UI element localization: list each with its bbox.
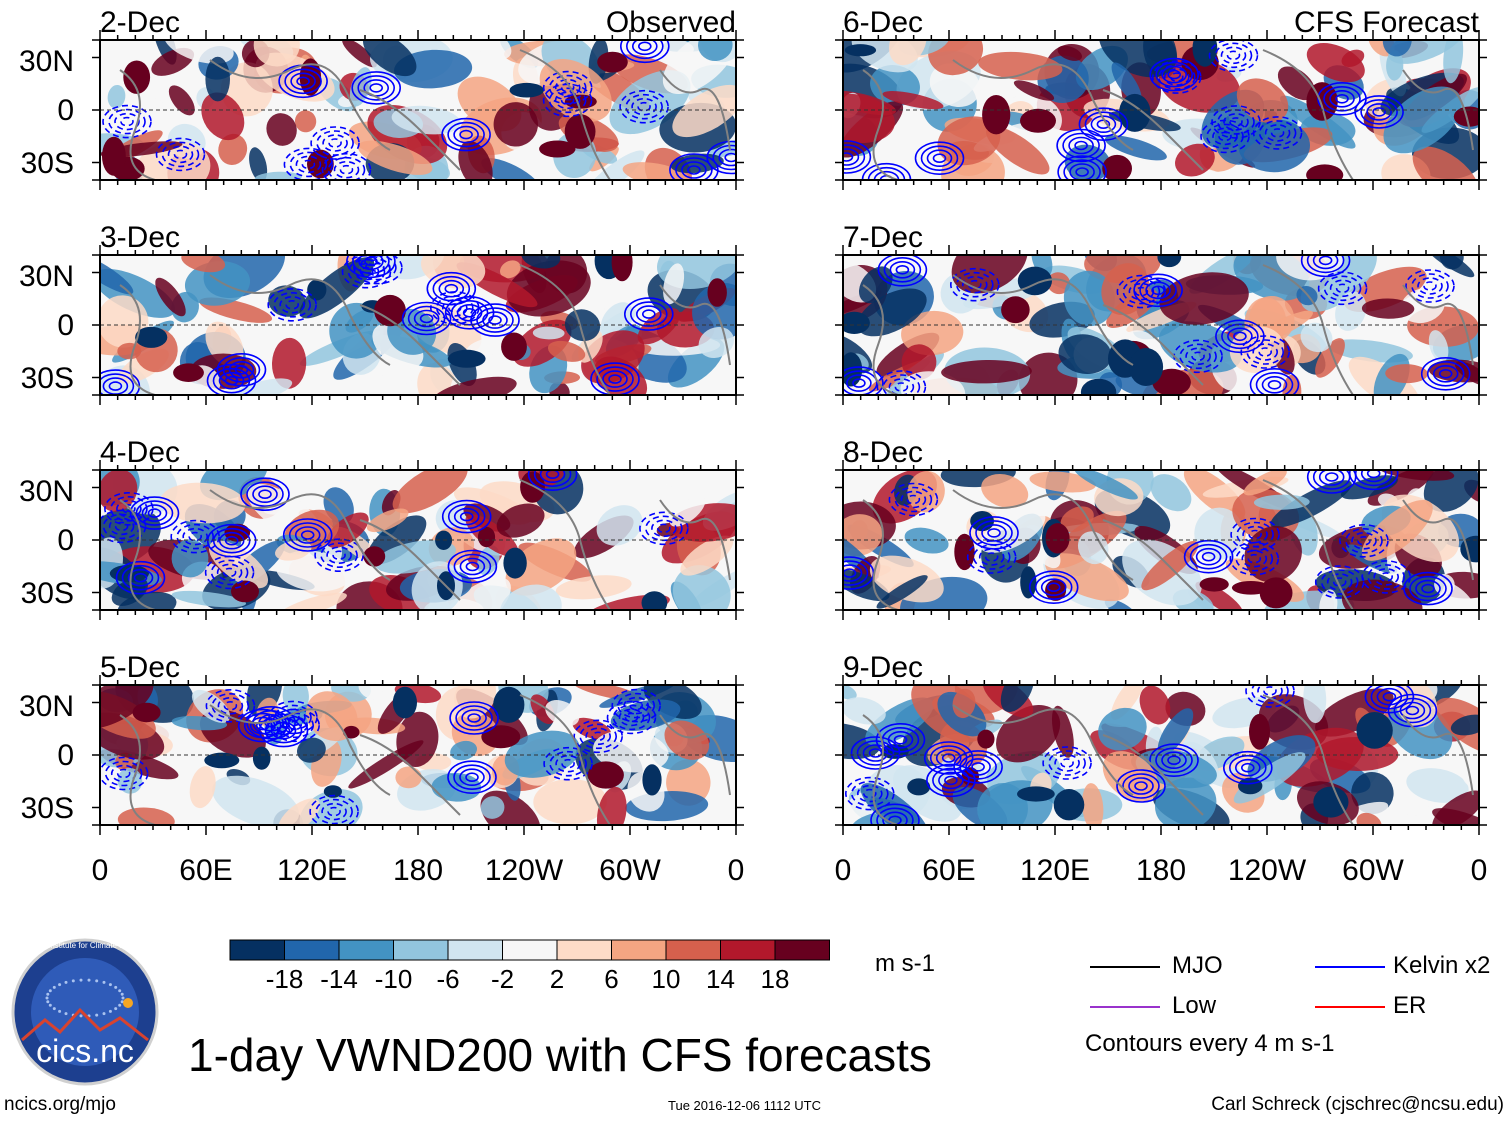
colorbar-box [665, 939, 721, 961]
colorbar-box [284, 939, 340, 961]
x-tick-label: 180 [1136, 854, 1186, 887]
y-tick-label: 0 [57, 739, 74, 772]
legend-line-low [1090, 1006, 1160, 1008]
panel-date-label: 7-Dec [843, 221, 923, 254]
site-link[interactable]: ncics.org/mjo [4, 1094, 116, 1115]
y-tick-label: 30S [21, 792, 74, 825]
legend-line-mjo [1090, 966, 1160, 968]
x-tick-label: 0 [835, 854, 852, 887]
vwnd-field [843, 255, 1479, 395]
panel-9-Dec: 9-Dec [835, 651, 1487, 835]
y-tick-label: 30S [21, 362, 74, 395]
y-tick-label: 30N [19, 690, 74, 723]
colorbar-tick-label: -2 [491, 964, 514, 994]
panel-6-Dec: 6-Dec CFS Forecast [835, 6, 1487, 190]
x-tick-label: 120E [1020, 854, 1090, 887]
y-tick-label: 0 [57, 94, 74, 127]
colorbar-tick-label: -14 [320, 964, 358, 994]
panel-date-label: 9-Dec [843, 651, 923, 684]
column-heading: Observed [606, 6, 736, 39]
vwnd-field [100, 685, 736, 825]
y-tick-label: 30N [19, 475, 74, 508]
x-tick-label: 60E [922, 854, 975, 887]
x-tick-label: 0 [92, 854, 109, 887]
x-tick-label: 60W [1342, 854, 1404, 887]
x-tick-label: 0 [728, 854, 745, 887]
colorbar-box [393, 939, 449, 961]
y-tick-label: 30S [21, 577, 74, 610]
colorbar-box [502, 939, 558, 961]
x-tick-label: 120W [1228, 854, 1307, 887]
y-tick-label: 0 [57, 309, 74, 342]
colorbar-tick-label: -10 [375, 964, 413, 994]
x-tick-label: 60E [179, 854, 232, 887]
vwnd-field [100, 40, 736, 180]
panel-7-Dec: 7-Dec [835, 221, 1487, 405]
colorbar-tick-label: 6 [604, 964, 618, 994]
colorbar-box [338, 939, 394, 961]
vwnd-field [843, 470, 1479, 610]
vwnd-field [843, 685, 1479, 825]
legend-line-er [1315, 1006, 1385, 1008]
legend-label-kelvin: Kelvin x2 [1393, 952, 1491, 979]
colorbar-box [447, 939, 503, 961]
legend-line-kelvin [1315, 966, 1385, 968]
panel-4-Dec: 4-Dec 30N 0 30S [19, 436, 744, 620]
x-tick-label: 120E [277, 854, 347, 887]
colorbar-tick-label: -6 [436, 964, 459, 994]
timestamp: Tue 2016-12-06 1112 UTC [668, 1098, 821, 1113]
contour-note: Contours every 4 m s-1 [1085, 1030, 1335, 1057]
vwnd-field [100, 255, 736, 395]
colorbar-box [611, 939, 667, 961]
colorbar-tick-label: -18 [266, 964, 304, 994]
legend-label-er: ER [1393, 992, 1427, 1019]
legend-label-low: Low [1172, 992, 1217, 1019]
figure-title: 1-day VWND200 with CFS forecasts [188, 1029, 932, 1081]
panel-date-label: 3-Dec [100, 221, 180, 254]
legend-label-mjo: MJO [1172, 952, 1223, 979]
logo-text: cics.nc [36, 1033, 134, 1069]
panel-date-label: 5-Dec [100, 651, 180, 684]
panel-date-label: 2-Dec [100, 6, 180, 39]
panel-5-Dec: 5-Dec 30N 0 30S [19, 651, 744, 835]
colorbar-tick-label: 10 [652, 964, 681, 994]
y-tick-label: 30N [19, 260, 74, 293]
colorbar-box [556, 939, 612, 961]
colorbar: -18 -14 -10 -6 -2 2 6 10 14 18 [229, 939, 830, 994]
column-heading: CFS Forecast [1294, 6, 1480, 39]
colorbar-tick-label: 18 [761, 964, 790, 994]
x-tick-label: 0 [1471, 854, 1488, 887]
colorbar-box [720, 939, 776, 961]
panel-date-label: 6-Dec [843, 6, 923, 39]
panel-2-Dec: 2-Dec Observed 30N 0 30S [19, 6, 744, 190]
logo-ring-text: Cooperative Institute for Climate and Sa… [3, 941, 168, 950]
panel-8-Dec: 8-Dec [835, 436, 1487, 620]
colorbar-units: m s-1 [875, 950, 935, 977]
colorbar-tick-label: 14 [706, 964, 735, 994]
x-tick-label: 180 [393, 854, 443, 887]
y-tick-label: 30N [19, 45, 74, 78]
y-tick-label: 30S [21, 147, 74, 180]
colorbar-box [229, 939, 285, 961]
y-tick-label: 0 [57, 524, 74, 557]
panel-date-label: 4-Dec [100, 436, 180, 469]
vwnd-field [100, 470, 736, 610]
vwnd-field [843, 40, 1479, 180]
colorbar-tick-label: 2 [550, 964, 564, 994]
x-tick-label: 60W [599, 854, 661, 887]
colorbar-box [774, 939, 830, 961]
author-credit: Carl Schreck (cjschrec@ncsu.edu) [1211, 1094, 1504, 1115]
x-tick-label: 120W [485, 854, 564, 887]
cics-logo: cics.nc Cooperative Institute for Climate… [3, 938, 168, 1086]
panel-date-label: 8-Dec [843, 436, 923, 469]
panel-3-Dec: 3-Dec 30N 0 30S [19, 221, 744, 405]
